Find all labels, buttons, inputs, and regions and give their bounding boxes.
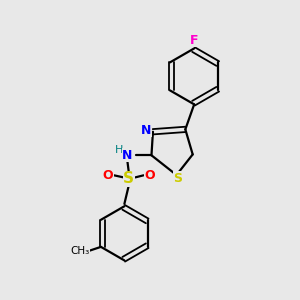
Text: O: O bbox=[145, 169, 155, 182]
Text: S: S bbox=[123, 171, 134, 186]
Text: H: H bbox=[115, 145, 123, 155]
Text: N: N bbox=[122, 149, 133, 162]
Text: F: F bbox=[190, 34, 198, 47]
Text: N: N bbox=[141, 124, 152, 137]
Text: O: O bbox=[102, 169, 113, 182]
Text: CH₃: CH₃ bbox=[71, 246, 90, 256]
Text: S: S bbox=[173, 172, 182, 185]
